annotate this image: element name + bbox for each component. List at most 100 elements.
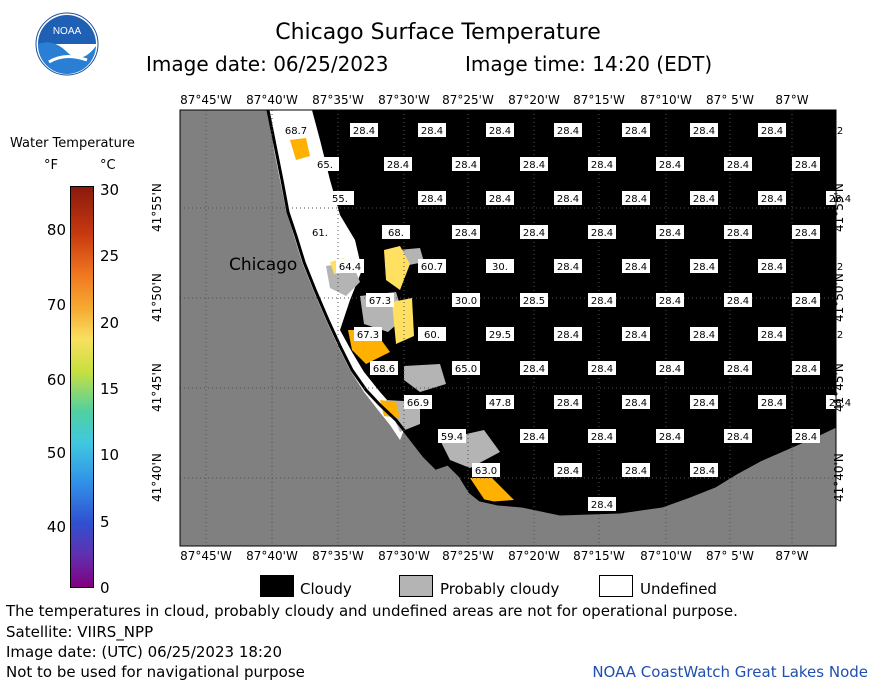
temp-label-box — [588, 225, 616, 239]
temp-label-box — [354, 327, 382, 341]
temp-label-box — [622, 395, 650, 409]
temp-label: 28.4 — [693, 126, 715, 137]
lon-tick-label: 87°15'W — [573, 93, 625, 107]
temp-label-box — [758, 395, 786, 409]
page-title: Chicago Surface Temperature — [275, 20, 601, 45]
noaa-logo: NOAA — [35, 12, 99, 76]
lon-tick-label: 87°W — [775, 549, 809, 563]
temp-label-box — [588, 497, 616, 511]
temp-label: 28.4 — [727, 432, 749, 443]
temp-label-box — [520, 361, 548, 375]
temp-label: 28.4 — [727, 160, 749, 171]
temp-label: 28.4 — [353, 126, 375, 137]
temp-label: 28.4 — [557, 126, 579, 137]
temp-label: 59.4 — [441, 432, 463, 443]
temp-label: 28.4 — [659, 296, 681, 307]
temp-label: 28.4 — [795, 296, 817, 307]
temp-label-box — [418, 123, 446, 137]
temp-label: 28.4 — [829, 398, 851, 409]
temp-label: 28.5 — [523, 296, 545, 307]
temp-label: 28.4 — [557, 194, 579, 205]
legend-undefined-swatch — [599, 575, 633, 597]
temp-label: 67.3 — [369, 296, 391, 307]
temp-label: 28.4 — [625, 262, 647, 273]
temp-label: 28.4 — [761, 330, 783, 341]
utc-date: Image date: (UTC) 06/25/2023 18:20 — [6, 643, 283, 661]
temp-label-box — [826, 395, 854, 409]
temp-label: 28.4 — [387, 160, 409, 171]
temp-label-box — [554, 463, 582, 477]
temp-label: 28.4 — [659, 160, 681, 171]
temp-label: 28.4 — [727, 364, 749, 375]
temp-label: 64.4 — [339, 262, 361, 273]
lat-tick-label: 41°55'N — [150, 183, 164, 233]
temp-label-box — [486, 395, 514, 409]
lon-tick-label: 87°30'W — [378, 93, 430, 107]
temp-label: 28.4 — [591, 228, 613, 239]
lat-tick-label: 41°40'N — [150, 453, 164, 503]
temp-label-box — [486, 191, 514, 205]
temp-label: 68. — [388, 228, 404, 239]
temp-label-box — [724, 361, 752, 375]
lat-tick-label: 41°45'N — [150, 363, 164, 413]
temp-label-box — [452, 225, 480, 239]
temp-label: 28.4 — [761, 126, 783, 137]
temp-label: 2 — [837, 262, 843, 273]
temp-label-box — [724, 157, 752, 171]
temp-label-box — [520, 293, 548, 307]
temp-label: 28.4 — [795, 432, 817, 443]
temp-label: 28.4 — [591, 364, 613, 375]
temp-label-box — [554, 327, 582, 341]
temp-label: 47.8 — [489, 398, 511, 409]
c-tick-label: 15 — [100, 379, 120, 398]
temp-label-box — [724, 429, 752, 443]
temp-label-box — [622, 463, 650, 477]
temp-label-box — [690, 395, 718, 409]
temp-label: 28.4 — [523, 160, 545, 171]
temp-label: 28.4 — [591, 160, 613, 171]
temp-label-box — [792, 157, 820, 171]
temp-label: 61. — [312, 228, 328, 239]
graticule — [180, 110, 836, 546]
temp-label: 28.4 — [761, 262, 783, 273]
temp-label-box — [690, 191, 718, 205]
city-label: Chicago — [229, 255, 297, 275]
temp-label-box — [622, 327, 650, 341]
temp-label-box — [486, 259, 514, 273]
lon-tick-label: 87°40'W — [246, 549, 298, 563]
temp-label: 28.4 — [693, 466, 715, 477]
temp-label-box — [690, 327, 718, 341]
temp-label: 28.4 — [625, 126, 647, 137]
temp-label-box — [724, 293, 752, 307]
temp-label: 28.4 — [523, 364, 545, 375]
temp-label-box — [452, 361, 480, 375]
temp-label-box — [792, 225, 820, 239]
temp-label: 28.4 — [795, 160, 817, 171]
navigation-notice: Not to be used for navigational purpose — [6, 663, 305, 681]
temp-label-box — [520, 157, 548, 171]
temp-label-box — [758, 327, 786, 341]
temp-label: 63.0 — [475, 466, 497, 477]
legend-cloudy-label: Cloudy — [300, 580, 352, 598]
temp-label-box — [486, 123, 514, 137]
temp-label: 28.4 — [455, 228, 477, 239]
image-date: Image date: 06/25/2023 — [146, 52, 389, 76]
lon-tick-label: 87°30'W — [378, 549, 430, 563]
lon-tick-label: 87°20'W — [508, 93, 560, 107]
temp-label: 60.7 — [421, 262, 443, 273]
temp-label: 28.4 — [659, 364, 681, 375]
temp-label-box — [588, 293, 616, 307]
temp-label: 28.4 — [795, 228, 817, 239]
temp-label-box — [792, 361, 820, 375]
temp-label-box — [690, 463, 718, 477]
temp-label-box — [622, 191, 650, 205]
temp-label-box — [366, 293, 394, 307]
lon-tick-label: 87°10'W — [640, 93, 692, 107]
temp-label: 28.4 — [659, 432, 681, 443]
temp-label-box — [486, 327, 514, 341]
temp-label: 28.4 — [625, 398, 647, 409]
unit-c: °C — [100, 158, 116, 173]
lon-tick-label: 87°15'W — [573, 549, 625, 563]
temp-label: 28.4 — [591, 500, 613, 511]
temp-label-box — [758, 259, 786, 273]
